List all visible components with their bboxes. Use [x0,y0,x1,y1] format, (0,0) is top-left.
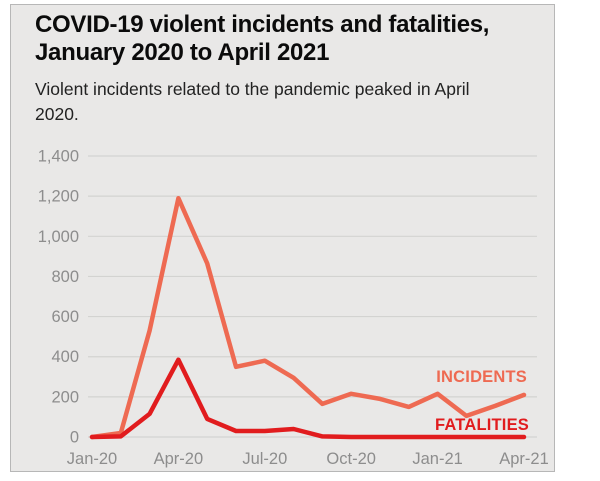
x-tick-label: Jul-20 [242,450,287,468]
x-tick-label: Apr-20 [154,450,204,468]
legend-incidents-label: INCIDENTS [436,368,527,386]
y-tick-label: 1,000 [38,228,79,246]
y-tick-label: 800 [51,268,79,286]
legend-fatalities-label: FATALITIES [435,416,529,434]
x-tick-label: Jan-20 [67,450,117,468]
y-tick-label: 400 [51,348,79,366]
y-tick-label: 600 [51,308,79,326]
y-tick-label: 200 [51,388,79,406]
series-line-incidents [89,195,527,440]
x-tick-label: Apr-21 [499,450,549,468]
y-tick-label: 0 [70,429,79,447]
x-tick-label: Oct-20 [326,450,376,468]
chart-subtitle: Violent incidents related to the pandemi… [35,79,470,124]
chart-title-line1: COVID-19 violent incidents and fatalitie… [35,11,490,38]
chart-card: COVID-19 violent incidents and fatalitie… [10,4,555,472]
chart-title: COVID-19 violent incidents and fatalitie… [35,11,540,67]
x-tick-label: Jan-21 [412,450,462,468]
y-tick-label: 1,400 [38,148,79,166]
series-line-fatalities [89,357,527,440]
y-tick-label: 1,200 [38,188,79,206]
chart-title-line2: January 2020 to April 2021 [35,39,330,66]
